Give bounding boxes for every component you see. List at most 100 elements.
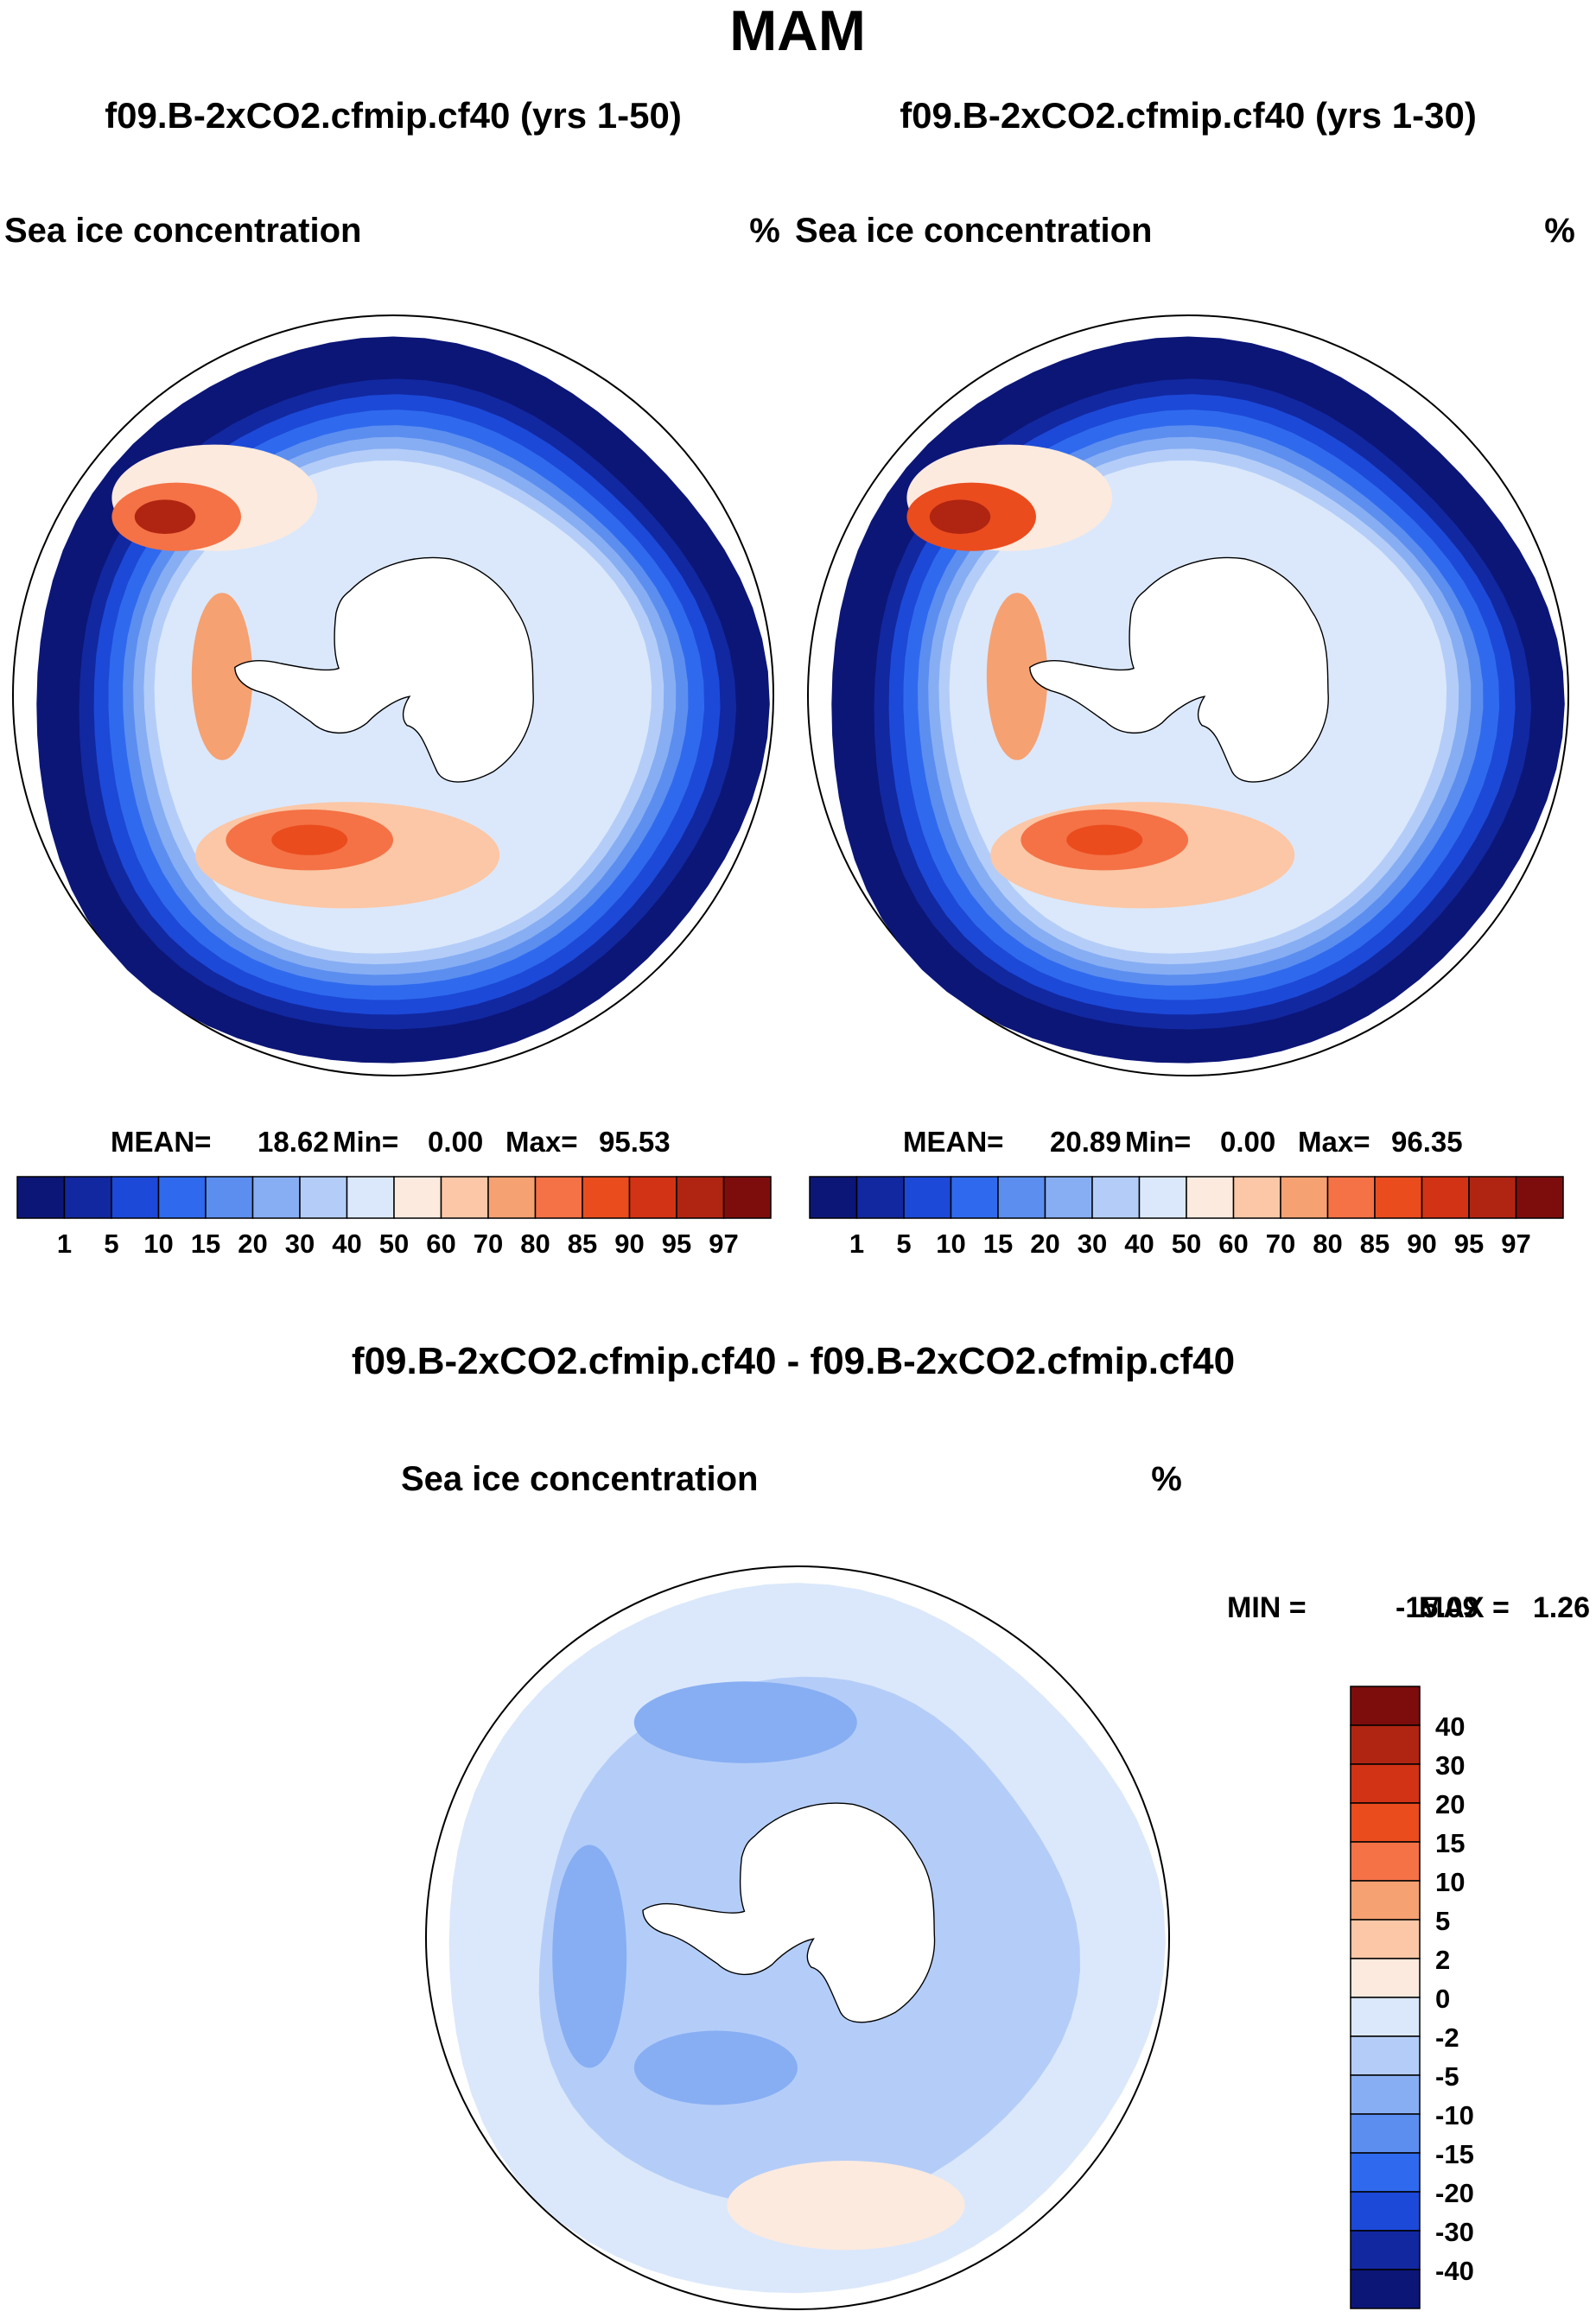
panel-2-min-value: 0.00 [1220, 1126, 1275, 1158]
panel-3-colorbar-box [1350, 2230, 1421, 2270]
panel-1-min-label: Min= [333, 1126, 398, 1158]
panel-3-min-label: MIN = [1227, 1591, 1307, 1624]
panel-1-map [12, 314, 774, 1076]
panel-3-colorbar-box [1350, 1958, 1421, 1998]
panel-2-colorbar-tick-label: 20 [1030, 1229, 1059, 1259]
panel-2-colorbar: 1 5 10 15 20 30 40 50 60 70 80 85 90 95 97 [809, 1176, 1564, 1259]
panel-3-map [425, 1565, 1170, 2310]
panel-3-colorbar-tick-label: 10 [1435, 1867, 1465, 1897]
panel-2-colorbar-box [1326, 1176, 1376, 1219]
panel-1-colorbar-box [346, 1176, 395, 1219]
panel-1-mean-label: MEAN= [111, 1126, 211, 1158]
panel-3-variable-label: Sea ice concentration [401, 1460, 758, 1498]
panel-3-colorbar-tick-label: -2 [1435, 2022, 1459, 2053]
panel-3-colorbar-box [1350, 2152, 1421, 2193]
panel-1-colorbar-tick-label: 30 [285, 1229, 315, 1259]
panel-2-mean-value: 20.89 [1050, 1126, 1122, 1158]
panel-2-variable-label: Sea ice concentration [795, 212, 1152, 250]
panel-1-colorbar-box [440, 1176, 489, 1219]
panel-1-variable-label: Sea ice concentration [4, 212, 361, 250]
panel-2-map [807, 314, 1569, 1076]
panel-1-mean-value: 18.62 [258, 1126, 329, 1158]
panel-2-colorbar-tick-label: 60 [1218, 1229, 1248, 1259]
panel-2-colorbar-tick-label: 15 [983, 1229, 1013, 1259]
panel-1-colorbar-box [299, 1176, 348, 1219]
panel-1-colorbar-box [393, 1176, 442, 1219]
panel-2-colorbar-tick-label: 97 [1501, 1229, 1530, 1259]
panel-3-case-title: f09.B-2xCO2.cfmip.cf40 - f09.B-2xCO2.cfm… [352, 1340, 1235, 1382]
panel-3-colorbar-box [1350, 1997, 1421, 2037]
panel-2-colorbar-box [1091, 1176, 1141, 1219]
panel-1-colorbar-box [676, 1176, 725, 1219]
panel-3-colorbar-box [1350, 1802, 1421, 1843]
panel-1-colorbar-tick-label: 10 [143, 1229, 173, 1259]
panel-3-colorbar-tick-label: 2 [1435, 1945, 1450, 1975]
panel-1-colorbar-tick-label: 50 [379, 1229, 409, 1259]
panel-1-colorbar-tick-label: 60 [426, 1229, 455, 1259]
panel-1-colorbar-tick-label: 85 [568, 1229, 597, 1259]
panel-3-colorbar-tick-label: 30 [1435, 1750, 1465, 1781]
panel-1-colorbar-tick-label: 95 [662, 1229, 691, 1259]
panel-3-colorbar-box [1350, 1841, 1421, 1882]
panel-2-colorbar-tick-label: 70 [1266, 1229, 1295, 1259]
panel-2-mean-label: MEAN= [903, 1126, 1003, 1158]
panel-2-colorbar-box [1044, 1176, 1093, 1219]
panel-2-colorbar-tick-label: 85 [1360, 1229, 1389, 1259]
panel-2-colorbar-box [1515, 1176, 1564, 1219]
panel-2-colorbar-box [1421, 1176, 1470, 1219]
panel-1-colorbar-tick-label: 97 [709, 1229, 738, 1259]
panel-2-colorbar-box [809, 1176, 858, 1219]
panel-1-colorbar-tick-label: 5 [104, 1229, 118, 1259]
panel-3-units-label: % [1151, 1460, 1182, 1498]
panel-1-colorbar-tick-label: 1 [57, 1229, 72, 1259]
panel-3-colorbar-box [1350, 2191, 1421, 2232]
panel-3-diff-positive [727, 2161, 965, 2251]
panel-2-colorbar-tick-label: 30 [1078, 1229, 1107, 1259]
panel-3-colorbar-tick-label: -10 [1435, 2100, 1474, 2130]
panel-1-colorbar-box [534, 1176, 583, 1219]
panel-2-min-label: Min= [1125, 1126, 1191, 1158]
panel-1-weddell-max [271, 824, 348, 855]
panel-2-colorbar-tick-label: 50 [1172, 1229, 1201, 1259]
panel-2-max-value: 96.35 [1391, 1126, 1463, 1158]
panel-2-colorbar-box [903, 1176, 952, 1219]
panel-2-units-label: % [1544, 212, 1575, 250]
panel-1-max-value: 95.53 [599, 1126, 671, 1158]
panel-3-colorbar-box [1350, 1880, 1421, 1921]
panel-1-colorbar-tick-label: 70 [474, 1229, 503, 1259]
panel-3-stats: MIN = -15.09 MAX = 1.26 [1227, 1591, 1590, 1624]
panel-1-colorbar-box [582, 1176, 631, 1219]
panel-2-peninsula-ice [986, 593, 1048, 760]
panel-3-diff-peninsula [552, 1845, 627, 2068]
panel-3-colorbar-box [1350, 1686, 1421, 1726]
panel-1-colorbar-tick-label: 80 [520, 1229, 550, 1259]
panel-2: f09.B-2xCO2.cfmip.cf40 (yrs 1-30) Sea ic… [795, 95, 1575, 1259]
panel-3-colorbar-tick-label: 0 [1435, 1984, 1450, 2014]
panel-1-colorbar-box [111, 1176, 160, 1219]
panel-2-colorbar-tick-label: 95 [1454, 1229, 1484, 1259]
panel-3-colorbar-box [1350, 1724, 1421, 1765]
panel-1-colorbar-box [722, 1176, 772, 1219]
panel-1-colorbar-box [16, 1176, 66, 1219]
panel-3-max-label: MAX = [1419, 1591, 1510, 1624]
panel-1-stats: MEAN= 18.62 Min= 0.00 Max= 95.53 [111, 1126, 671, 1158]
panel-2-colorbar-tick-label: 5 [896, 1229, 911, 1259]
panel-2-colorbar-box [1374, 1176, 1423, 1219]
panel-3-colorbar-tick-label: 20 [1435, 1789, 1465, 1819]
panel-3-colorbar-box [1350, 2074, 1421, 2115]
panel-2-colorbar-box [855, 1176, 905, 1219]
panel-2-colorbar-box [1232, 1176, 1281, 1219]
panel-1-colorbar-tick-label: 15 [191, 1229, 220, 1259]
panel-1-case-title: f09.B-2xCO2.cfmip.cf40 (yrs 1-50) [105, 95, 682, 136]
panel-3-diff-ross [633, 1681, 857, 1763]
panel-1-units-label: % [749, 212, 780, 250]
panel-3-colorbar-tick-label: -20 [1435, 2178, 1474, 2208]
panel-1-max-label: Max= [506, 1126, 577, 1158]
panel-3-diff-weddell [633, 2030, 798, 2105]
panel-1-colorbar-tick-label: 20 [238, 1229, 267, 1259]
panel-2-colorbar-tick-label: 90 [1407, 1229, 1436, 1259]
panel-3-colorbar-box [1350, 2035, 1421, 2076]
panel-3-colorbar-tick-label: 15 [1435, 1828, 1465, 1858]
